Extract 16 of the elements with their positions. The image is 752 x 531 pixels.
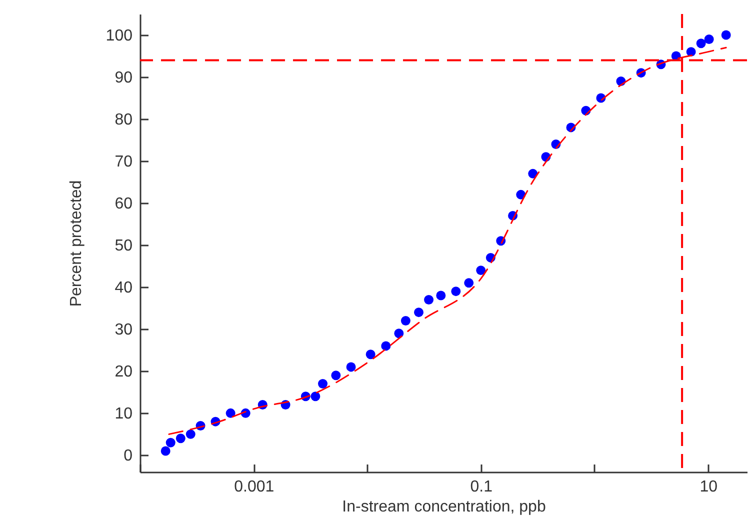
y-tick-label: 30 [114, 322, 133, 339]
y-tick-label: 100 [106, 28, 133, 45]
x-tick-label: 0.1 [470, 478, 493, 496]
y-tick-label: 0 [124, 448, 133, 465]
y-tick-label: 20 [114, 364, 133, 381]
y-tick-label: 10 [114, 406, 133, 423]
y-tick-label: 80 [114, 112, 133, 129]
x-axis-title: In-stream concentration, ppb [342, 498, 546, 516]
x-tick-label: 0.001 [234, 478, 274, 496]
y-tick-label: 40 [114, 280, 133, 297]
x-tick-label: 10 [700, 478, 718, 496]
y-axis-title: Percent protected [68, 180, 85, 307]
y-tick-label: 60 [114, 196, 133, 213]
y-tick-label: 50 [114, 238, 133, 255]
y-tick-label: 70 [114, 154, 133, 171]
y-tick-label: 90 [114, 70, 133, 87]
